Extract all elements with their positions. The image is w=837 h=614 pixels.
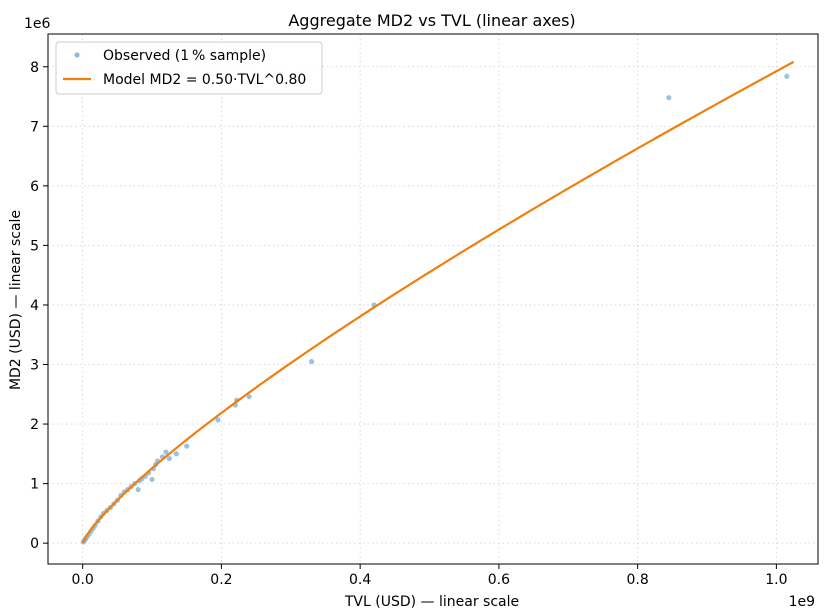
x-tick-label: 0.0 xyxy=(72,572,94,588)
x-tick-label: 0.8 xyxy=(627,572,649,588)
legend: Observed (1 % sample) Model MD2 = 0.50·T… xyxy=(55,41,323,95)
data-point xyxy=(666,95,672,101)
y-tick-label: 2 xyxy=(30,417,39,433)
y-offset-label: 1e6 xyxy=(24,16,51,32)
model-line xyxy=(81,60,795,544)
y-axis-label: MD2 (USD) — linear scale xyxy=(8,210,24,390)
legend-box xyxy=(55,41,323,95)
y-tick-label: 6 xyxy=(30,179,39,195)
data-point xyxy=(309,358,315,365)
scatter-series xyxy=(80,73,790,545)
x-tick-label: 0.4 xyxy=(349,572,371,588)
data-point xyxy=(149,476,155,483)
y-tick-label: 7 xyxy=(30,119,39,135)
data-point xyxy=(784,73,790,79)
y-tick-label: 8 xyxy=(30,60,39,76)
x-tick-label: 1.0 xyxy=(765,572,787,588)
y-tick-label: 5 xyxy=(30,238,39,254)
y-axis: 0 1 2 3 4 5 6 7 8 xyxy=(30,60,48,552)
y-tick-label: 1 xyxy=(30,477,39,493)
x-tick-label: 0.2 xyxy=(210,572,232,588)
grid xyxy=(48,34,818,564)
x-axis: 0.0 0.2 0.4 0.6 0.8 1.0 xyxy=(72,564,788,588)
data-point xyxy=(163,449,169,455)
data-point xyxy=(166,455,172,462)
y-tick-label: 4 xyxy=(30,298,39,314)
x-offset-label: 1e9 xyxy=(789,594,815,610)
plot-frame xyxy=(47,33,819,565)
data-point xyxy=(173,451,179,457)
data-point xyxy=(184,443,190,449)
data-point xyxy=(246,394,252,400)
x-tick-label: 0.6 xyxy=(488,572,510,588)
legend-label-observed: Observed (1 % sample) xyxy=(103,48,266,64)
chart-title: Aggregate MD2 vs TVL (linear axes) xyxy=(288,11,575,30)
data-point xyxy=(135,486,141,493)
legend-scatter-marker xyxy=(74,52,80,58)
x-axis-label: TVL (USD) — linear scale xyxy=(344,594,519,610)
legend-label-model: Model MD2 = 0.50·TVL^0.80 xyxy=(103,72,306,88)
y-tick-label: 0 xyxy=(30,536,39,552)
y-tick-label: 3 xyxy=(30,358,39,374)
data-point xyxy=(215,417,221,423)
